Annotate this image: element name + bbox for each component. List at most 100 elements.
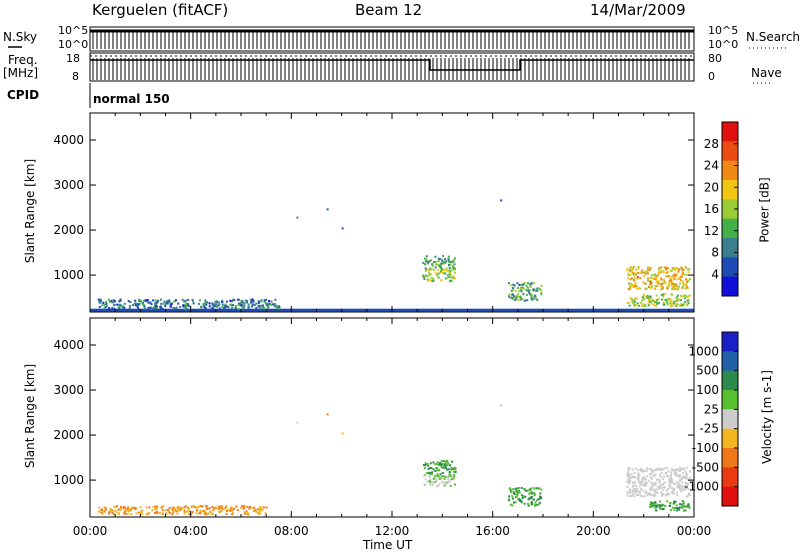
echo-cell bbox=[639, 469, 642, 472]
echo-cell bbox=[677, 299, 680, 301]
nsky-tick-bottom: 10^0 bbox=[58, 38, 89, 51]
echo-cell bbox=[675, 305, 678, 307]
echo-cell bbox=[184, 299, 187, 302]
echo-cell bbox=[229, 299, 232, 302]
echo-cell bbox=[684, 476, 687, 479]
echo-cell bbox=[137, 307, 140, 309]
echo-cell bbox=[640, 480, 643, 483]
echo-cell bbox=[512, 497, 514, 500]
echo-cell bbox=[674, 275, 677, 278]
echo-cell bbox=[649, 488, 652, 491]
echo-cell bbox=[648, 468, 651, 470]
echo-cell bbox=[212, 508, 215, 511]
echo-cell bbox=[454, 483, 456, 486]
echo-cell bbox=[628, 466, 631, 469]
echo-cell bbox=[655, 492, 658, 494]
echo-cell bbox=[678, 485, 681, 488]
echo-cell bbox=[164, 509, 167, 512]
echo-cell bbox=[111, 509, 114, 512]
echo-cell bbox=[424, 478, 427, 481]
echo-cell bbox=[443, 269, 446, 272]
echo-cell bbox=[148, 511, 150, 514]
echo-cell bbox=[108, 511, 111, 513]
echo-cell bbox=[103, 506, 106, 509]
echo-cell bbox=[683, 484, 686, 487]
echo-cell bbox=[140, 509, 143, 512]
echo-cell bbox=[234, 307, 237, 310]
echo-cell bbox=[429, 273, 431, 275]
echo-cell bbox=[646, 494, 649, 497]
echo-cell bbox=[687, 503, 690, 506]
echo-cell bbox=[127, 300, 130, 303]
echo-cell bbox=[426, 268, 429, 271]
echo-cell bbox=[631, 485, 634, 488]
echo-cell bbox=[647, 302, 650, 305]
echo-cell bbox=[208, 508, 211, 511]
y-tick-label: 2000 bbox=[53, 223, 84, 237]
echo-cell bbox=[121, 306, 124, 309]
echo-cell bbox=[680, 468, 683, 471]
echo-cell bbox=[176, 512, 179, 515]
echo-cell bbox=[247, 513, 250, 516]
echo-cell bbox=[665, 472, 668, 475]
echo-cell bbox=[445, 269, 448, 272]
echo-cell bbox=[203, 513, 206, 515]
echo-cell bbox=[204, 299, 207, 302]
echo-cell bbox=[643, 271, 646, 274]
velocity-colorbar-tick-label: -25 bbox=[699, 422, 719, 436]
echo-cell bbox=[675, 504, 678, 507]
echo-cell bbox=[667, 275, 670, 277]
echo-cell bbox=[172, 307, 175, 310]
echo-cell bbox=[652, 484, 655, 487]
echo-cell bbox=[98, 510, 101, 513]
echo-cell bbox=[658, 267, 661, 269]
echo-cell bbox=[258, 511, 261, 514]
echo-cell bbox=[241, 305, 244, 308]
echo-cell bbox=[683, 489, 686, 492]
echo-cell bbox=[672, 274, 675, 277]
echo-cell bbox=[158, 512, 161, 515]
echo-cell bbox=[146, 299, 149, 302]
echo-cell bbox=[184, 308, 187, 311]
echo-cell bbox=[656, 303, 659, 306]
echo-cell bbox=[676, 494, 679, 496]
echo-cell bbox=[224, 307, 227, 310]
echo-cell bbox=[636, 494, 638, 496]
echo-cell bbox=[651, 471, 654, 473]
nsky-tick-top: 10^5 bbox=[58, 24, 89, 37]
echo-cell bbox=[436, 260, 439, 263]
echo-cell bbox=[162, 302, 165, 305]
echo-cell bbox=[532, 297, 535, 300]
echo-cell bbox=[148, 506, 151, 509]
echo-cell bbox=[525, 289, 528, 292]
echo-cell bbox=[671, 288, 674, 291]
echo-cell bbox=[649, 297, 652, 300]
echo-cell bbox=[512, 501, 515, 504]
echo-cell bbox=[634, 492, 637, 495]
echo-cell bbox=[674, 482, 677, 485]
echo-cell bbox=[148, 302, 151, 305]
echo-cell bbox=[436, 263, 439, 266]
echo-cell bbox=[628, 476, 631, 479]
nave-label: Nave bbox=[751, 66, 782, 80]
echo-cell bbox=[663, 475, 666, 478]
echo-cell bbox=[656, 284, 659, 287]
echo-cell bbox=[181, 298, 184, 301]
echo-cell bbox=[679, 474, 682, 477]
echo-point bbox=[296, 216, 299, 219]
echo-cell bbox=[681, 506, 684, 509]
y-tick-label: 1000 bbox=[53, 268, 84, 282]
echo-cell bbox=[255, 302, 258, 305]
echo-cell bbox=[653, 488, 656, 491]
echo-cell bbox=[627, 470, 630, 473]
echo-cell bbox=[216, 305, 219, 308]
echo-cell bbox=[670, 471, 673, 474]
echo-cell bbox=[673, 469, 676, 472]
echo-cell bbox=[440, 270, 443, 273]
echo-cell bbox=[684, 470, 687, 473]
echo-cell bbox=[453, 277, 456, 280]
echo-cell bbox=[437, 463, 439, 466]
echo-cell bbox=[685, 472, 688, 475]
echo-cell bbox=[99, 299, 102, 302]
nsearch-label: N.Search bbox=[746, 30, 800, 44]
